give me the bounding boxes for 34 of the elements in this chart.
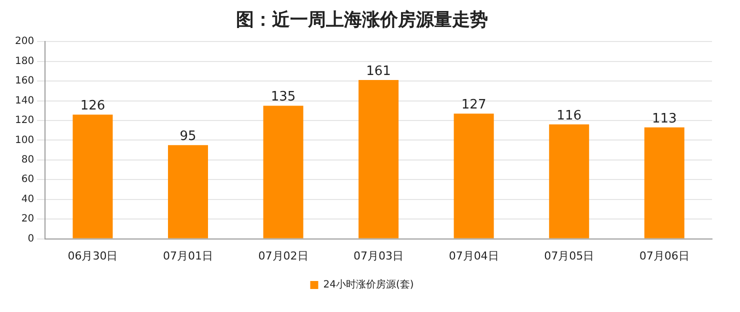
- x-tick-label: 07月03日: [354, 249, 404, 262]
- y-tick-label: 100: [14, 134, 34, 146]
- bar: [263, 106, 304, 238]
- x-tick-label: 07月05日: [544, 249, 594, 262]
- chart-title: 图：近一周上海涨价房源量走势: [236, 9, 488, 30]
- bar: [644, 127, 684, 238]
- y-tick-label: 20: [21, 214, 34, 225]
- y-tick-label: 200: [14, 36, 34, 48]
- bar: [454, 114, 494, 238]
- x-tick-label: 07月02日: [258, 249, 308, 262]
- data-label: 95: [180, 129, 196, 144]
- data-label: 126: [80, 98, 106, 114]
- data-label: 135: [270, 90, 296, 105]
- data-label: 127: [461, 97, 486, 112]
- x-tick-label: 06月30日: [68, 249, 118, 262]
- y-tick-label: 40: [21, 194, 34, 205]
- x-tick-label: 07月04日: [448, 249, 499, 262]
- data-label: 161: [366, 64, 391, 79]
- data-label: 113: [652, 111, 677, 126]
- x-tick-label: 07月01日: [162, 249, 213, 262]
- y-tick-label: 160: [14, 76, 34, 87]
- y-tick-label: 80: [21, 154, 34, 166]
- bar: [358, 80, 399, 238]
- y-tick-label: 140: [14, 95, 34, 106]
- x-tick-label: 07月06日: [639, 249, 690, 262]
- y-tick-label: 0: [28, 233, 34, 244]
- bar: [72, 114, 113, 238]
- legend-label: 24小时涨价房源(套): [323, 278, 414, 291]
- data-label: 116: [556, 108, 582, 124]
- y-tick-label: 60: [21, 174, 34, 186]
- bar: [168, 145, 208, 238]
- bar: [549, 124, 590, 238]
- y-tick-label: 180: [14, 56, 34, 67]
- y-tick-label: 120: [14, 115, 34, 126]
